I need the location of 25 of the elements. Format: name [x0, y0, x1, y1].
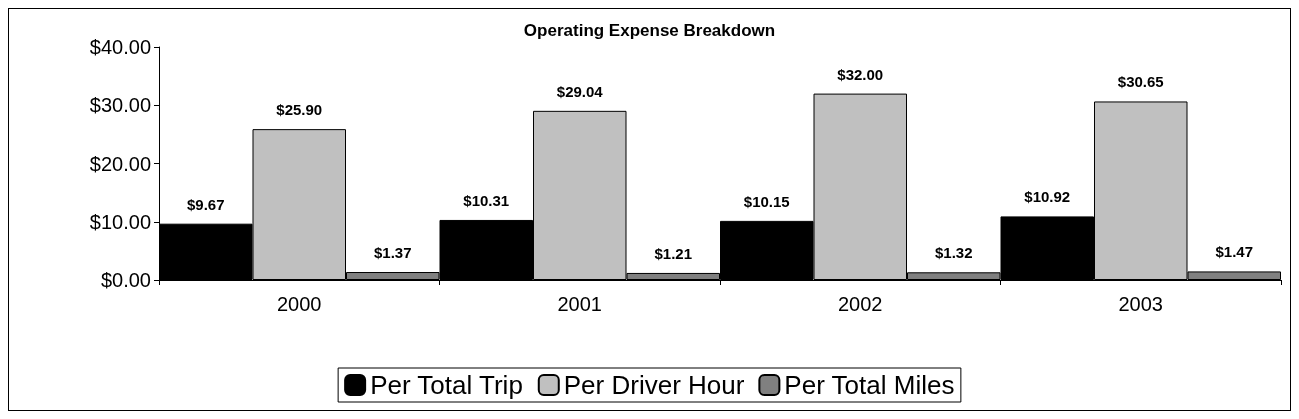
text: $10.15: [743, 192, 790, 210]
chart-title: Operating Expense Breakdown: [523, 21, 776, 40]
text: $32.00: [837, 65, 884, 83]
text: $30.65: [1117, 73, 1164, 91]
y-tick-label: $20.00: [89, 152, 151, 175]
y-tick-label: $0.00: [100, 269, 151, 291]
text: $25.90: [276, 101, 323, 119]
text: $10.92: [1024, 188, 1071, 206]
text: $1.47: [1215, 243, 1254, 261]
x-tick-label: 2000: [277, 293, 322, 315]
text: $1.37: [373, 244, 412, 262]
text: $29.04: [556, 82, 603, 100]
legend-label: Per Total Miles: [784, 370, 955, 400]
x-tick-label: 2003: [1118, 293, 1163, 315]
legend-label: Per Driver Hour: [563, 370, 745, 400]
y-tick-label: $10.00: [89, 210, 151, 233]
text: $9.67: [186, 195, 225, 213]
x-tick-label: 2002: [838, 293, 883, 315]
text: $10.31: [463, 191, 510, 209]
x-tick-label: 2001: [557, 293, 602, 315]
text: $1.32: [934, 244, 973, 262]
text: $1.21: [654, 244, 693, 262]
y-tick-label: $40.00: [89, 36, 151, 58]
y-tick-label: $30.00: [89, 94, 151, 117]
legend-label: Per Total Trip: [370, 370, 523, 400]
